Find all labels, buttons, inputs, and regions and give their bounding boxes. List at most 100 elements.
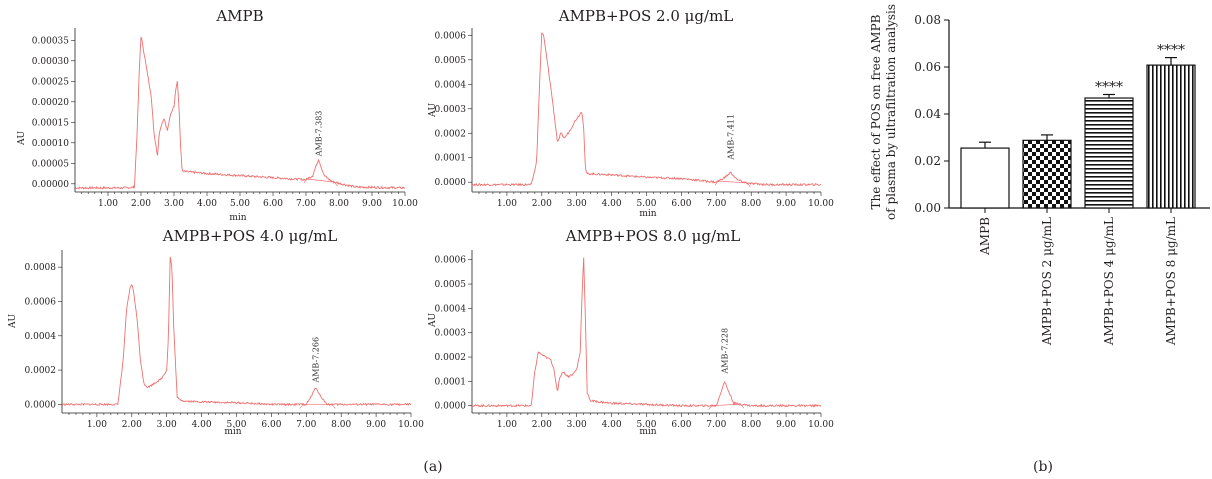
peak-end-mark [333, 180, 338, 187]
x-tick-label: 1.00 [98, 199, 118, 209]
y-tick-label: 0.0000 [435, 402, 467, 412]
category-label: AMPB+POS 4 μg/mL [1102, 217, 1116, 346]
x-tick-label: 4.00 [197, 199, 217, 209]
y-tick-label: 0.0006 [435, 256, 467, 266]
bar [1084, 97, 1134, 209]
x-tick-label: 10.00 [398, 420, 424, 430]
peak-start-mark [303, 177, 309, 184]
y-tick-label: 0.0001 [435, 377, 467, 387]
x-tick-label: 8.00 [741, 199, 761, 209]
x-tick-label: 2.00 [131, 199, 151, 209]
y-tick-label: 0.0001 [435, 154, 467, 164]
chromatogram-pos-4: AMPB+POS 4.0 μg/mL AU min 1.00 2.00 3.00 4.… [8, 227, 424, 437]
x-tick-label: 9.00 [366, 420, 386, 430]
y-tick-label: 0.0003 [435, 105, 467, 115]
category-label: AMPB+POS 2 μg/mL [1040, 217, 1054, 346]
chart-title: AMPB+POS 4.0 μg/mL [162, 227, 338, 245]
x-tick-label: 7.00 [296, 199, 316, 209]
bar-chart-free-ampb: The effect of POS on free AMPB of plasma… [869, 4, 1210, 346]
x-tick-label: 5.00 [226, 420, 246, 430]
chromatogram-pos-2: AMPB+POS 2.0 μg/mL AU min 1.00 2.00 3.00 4.… [428, 7, 834, 219]
significance-label: **** [1157, 43, 1185, 59]
x-tick-label: 2.00 [122, 420, 142, 430]
y-tick-label: 0.0000 [25, 400, 57, 410]
x-tick-label: 2.00 [532, 420, 552, 430]
category-label: AMPB [978, 217, 992, 256]
x-axis-label: min [229, 213, 246, 223]
x-tick-label: 3.00 [157, 420, 177, 430]
x-tick-label: 4.00 [602, 199, 622, 209]
chromatogram-trace [61, 256, 412, 407]
y-tick-label: 0.0005 [435, 280, 467, 290]
x-tick-label: 1.00 [497, 420, 517, 430]
chart-title: AMPB [215, 7, 263, 25]
y-tick-label: 0.02 [914, 154, 941, 168]
x-axis-label: min [224, 427, 241, 437]
plot-area: 1.00 2.00 3.00 4.00 5.00 6.00 7.00 8.00 9.00 10.0… [435, 28, 834, 209]
x-tick-label: 7.00 [706, 420, 726, 430]
y-tick-label: 0.00005 [32, 159, 69, 169]
peak-start-mark [708, 404, 713, 410]
panel-b-caption: (b) [1033, 459, 1053, 475]
x-tick-label: 7.00 [706, 199, 726, 209]
peak-end-mark [739, 402, 745, 409]
y-tick-label: 0.0006 [25, 297, 57, 307]
peak-baseline [718, 180, 747, 184]
peak-baseline [712, 403, 740, 407]
x-tick-label: 3.00 [567, 420, 587, 430]
peak-label: AMB-7.228 [720, 328, 729, 375]
y-tick-label: 0.0004 [25, 332, 57, 342]
x-tick-label: 9.00 [362, 199, 382, 209]
peak-baseline [307, 178, 334, 183]
y-tick-label: 0.0004 [435, 80, 467, 90]
y-tick-label: 0.0008 [25, 263, 57, 273]
x-tick-label: 6.00 [263, 199, 283, 209]
peak-label: AMB-7.411 [727, 114, 736, 161]
y-axis-label: AU [428, 313, 438, 328]
x-tick-label: 10.00 [392, 199, 418, 209]
x-tick-label: 10.00 [808, 199, 834, 209]
y-tick-label: 0.04 [914, 107, 941, 121]
y-tick-label: 0.0004 [435, 304, 467, 314]
y-tick-label: 0.0005 [435, 56, 467, 66]
x-tick-label: 5.00 [636, 420, 656, 430]
x-tick-label: 8.00 [329, 199, 349, 209]
x-tick-label: 10.00 [808, 420, 834, 430]
y-tick-label: 0.00020 [32, 98, 69, 108]
x-tick-label: 8.00 [331, 420, 351, 430]
y-tick-label: 0.0002 [25, 366, 57, 376]
peak-start-mark [714, 179, 720, 186]
peak-end-mark [331, 403, 336, 409]
y-tick-label: 0.00025 [32, 77, 69, 87]
y-tick-label: 0.00 [914, 201, 941, 215]
y-tick-label: 0.00000 [32, 180, 69, 190]
y-axis-label: AU [17, 131, 27, 146]
y-tick-label: 0.0003 [435, 329, 467, 339]
plot-area: 1.00 2.00 3.00 4.00 5.00 6.00 7.00 8.00 9.00 10.0… [435, 250, 834, 430]
x-tick-label: 8.00 [741, 420, 761, 430]
x-tick-label: 3.00 [567, 199, 587, 209]
x-tick-label: 4.00 [602, 420, 622, 430]
chart-title: AMPB+POS 2.0 μg/mL [558, 7, 734, 25]
y-axis-label-line-1: The effect of POS on free AMPB [869, 14, 883, 209]
y-tick-label: 0.0002 [435, 353, 467, 363]
chart-title: AMPB+POS 8.0 μg/mL [565, 227, 741, 245]
x-tick-label: 3.00 [164, 199, 184, 209]
peak-end-mark [746, 181, 751, 188]
peak-label: AMB-7.383 [315, 111, 324, 158]
y-tick-label: 0.08 [914, 13, 941, 27]
y-axis-label-line-2: of plasma by ultrafiltration analysis [884, 4, 898, 220]
x-tick-label: 9.00 [776, 420, 796, 430]
y-tick-label: 0.0006 [435, 31, 467, 41]
chromatogram-trace [471, 32, 822, 187]
chromatogram-ampb: AMPB AU min 1.00 2.00 3.00 4.00 5.00 6.00 7.00… [17, 7, 418, 223]
peak-start-mark [299, 403, 305, 409]
x-tick-label: 6.00 [671, 420, 691, 430]
significance-label: **** [1095, 79, 1123, 95]
x-tick-label: 7.00 [296, 420, 316, 430]
plot-area: 1.00 2.00 3.00 4.00 5.00 6.00 7.00 8.00 9.00 10.0… [25, 250, 424, 430]
chromatogram-trace [471, 257, 822, 408]
chromatogram-trace [74, 36, 406, 190]
x-tick-label: 1.00 [87, 420, 107, 430]
